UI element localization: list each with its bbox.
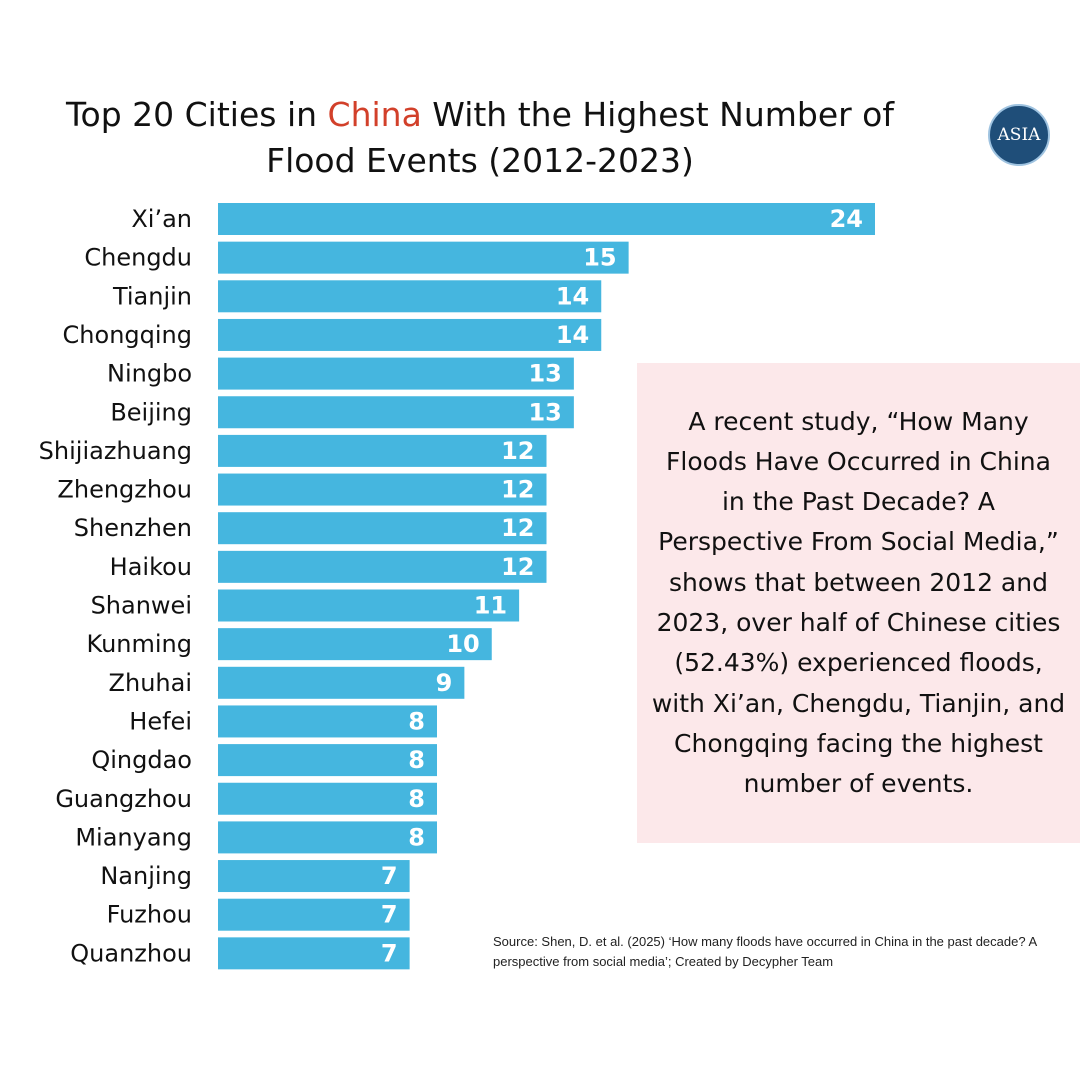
title-segment: China: [327, 95, 422, 134]
value-label: 13: [528, 398, 561, 426]
bar: [218, 357, 574, 390]
category-label: Haikou: [110, 553, 192, 581]
value-label: 12: [501, 476, 534, 504]
bar: [218, 898, 410, 931]
bar: [218, 937, 410, 970]
bar: [218, 473, 547, 506]
value-label: 15: [583, 244, 616, 272]
category-label: Nanjing: [100, 862, 192, 890]
bar: [218, 705, 437, 738]
category-label: Chengdu: [84, 244, 192, 272]
category-label: Chongqing: [63, 321, 192, 349]
category-label: Shenzhen: [74, 514, 192, 542]
value-label: 14: [556, 321, 589, 349]
bar: [218, 666, 465, 699]
category-label: Hefei: [129, 707, 192, 735]
value-label: 24: [830, 205, 863, 233]
bar: [218, 550, 547, 583]
category-label: Kunming: [87, 630, 192, 658]
category-label: Zhuhai: [109, 669, 192, 697]
bar: [218, 782, 437, 815]
category-label: Guangzhou: [55, 785, 192, 813]
bar: [218, 744, 437, 777]
category-label: Tianjin: [112, 282, 192, 310]
bar: [218, 396, 574, 429]
bar: [218, 628, 492, 661]
value-label: 7: [381, 939, 398, 967]
title-segment: With the Highest Number of Flood Events …: [266, 95, 894, 180]
bar: [218, 860, 410, 893]
category-label: Shanwei: [91, 592, 192, 620]
category-label: Fuzhou: [107, 901, 192, 929]
bar: [218, 241, 629, 274]
bar: [218, 203, 875, 235]
value-label: 8: [408, 785, 425, 813]
bar: [218, 589, 520, 622]
value-label: 9: [436, 669, 453, 697]
value-label: 7: [381, 901, 398, 929]
value-label: 12: [501, 514, 534, 542]
bar: [218, 512, 547, 545]
annotation: A recent study, “How Many Floods Have Oc…: [637, 363, 1080, 843]
category-label: Qingdao: [91, 746, 192, 774]
value-label: 12: [501, 553, 534, 581]
category-label: Ningbo: [107, 360, 192, 388]
category-label: Beijing: [110, 398, 192, 426]
title-segment: Top 20 Cities in: [65, 95, 318, 134]
category-label: Shijiazhuang: [39, 437, 192, 465]
value-label: 11: [474, 592, 507, 620]
bar: [218, 821, 437, 854]
category-label: Mianyang: [75, 823, 192, 851]
value-label: 14: [556, 282, 589, 310]
category-label: Xi’an: [131, 205, 192, 233]
bar: [218, 318, 602, 351]
value-label: 8: [408, 707, 425, 735]
value-label: 12: [501, 437, 534, 465]
value-label: 10: [446, 630, 479, 658]
chart-title: Top 20 Cities in China With the Highest …: [40, 92, 920, 184]
value-label: 13: [528, 360, 561, 388]
bar: [218, 280, 602, 313]
value-label: 8: [408, 823, 425, 851]
value-label: 8: [408, 746, 425, 774]
category-label: Zhengzhou: [57, 476, 192, 504]
value-label: 7: [381, 862, 398, 890]
source-note: Source: Shen, D. et al. (2025) ‘How many…: [493, 934, 1037, 969]
logo: ASIA: [988, 104, 1050, 166]
bar: [218, 434, 547, 467]
category-label: Quanzhou: [70, 939, 192, 967]
